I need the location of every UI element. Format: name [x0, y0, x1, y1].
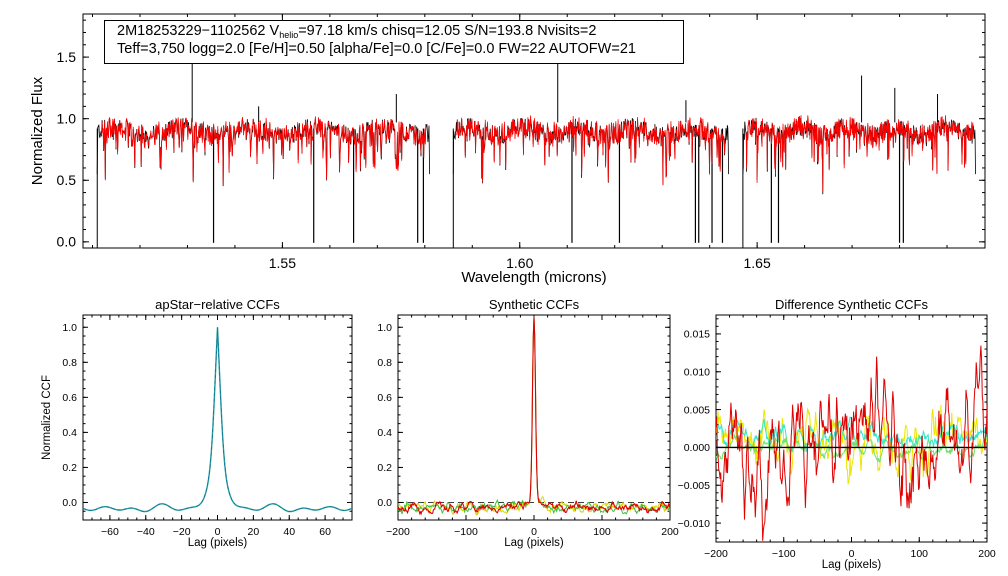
- x-tick-label: 40: [283, 526, 295, 538]
- y-tick-label: −0.005: [678, 480, 711, 492]
- x-tick-label: 0: [849, 548, 855, 560]
- annotation-line-1: 2M18253229−1102562 Vhelio=97.18 km/s chi…: [117, 23, 596, 40]
- panel-title: Synthetic CCFs: [489, 297, 580, 312]
- y-tick-label: 0.5: [57, 172, 77, 188]
- x-tick-label: −20: [173, 526, 191, 538]
- model-chip-1: [456, 115, 726, 186]
- y-tick-label: 0.0: [57, 234, 77, 250]
- y-axis-title: Normalized CCF: [41, 375, 53, 460]
- x-tick-label: −60: [101, 526, 119, 538]
- annotation-line-2: Teff=3,750 logg=2.0 [Fe/H]=0.50 [alpha/F…: [117, 41, 636, 57]
- synthetic-ccf-visit-green: [398, 316, 670, 515]
- x-tick-label: 0: [531, 526, 537, 538]
- y-tick-label: 0.0: [377, 497, 392, 509]
- x-tick-label: 100: [593, 526, 611, 538]
- plot-frame: [82, 314, 353, 521]
- y-tick-label: 0.0: [62, 497, 77, 509]
- difference-ccf-diff-red: [716, 345, 987, 541]
- y-tick-label: 1.5: [57, 49, 77, 65]
- synthetic-ccf-visit-yellow: [398, 316, 670, 517]
- x-tick-label: 20: [248, 526, 260, 538]
- annotation-star-id: 2M18253229−1102562 V: [117, 23, 280, 39]
- x-axis-title: Wavelength (microns): [461, 269, 606, 286]
- ccf-line-overlay: [82, 327, 353, 512]
- y-tick-label: 1.0: [62, 322, 77, 334]
- y-tick-label: 0.4: [62, 427, 77, 439]
- plot-frame: [397, 314, 671, 521]
- x-tick-label: 1.60: [506, 255, 533, 271]
- x-tick-label: 1.55: [269, 255, 296, 271]
- x-tick-label: 60: [319, 526, 331, 538]
- difference-ccf-diff-green: [716, 433, 987, 463]
- x-tick-label: −200: [704, 548, 728, 560]
- y-tick-label: 0.2: [62, 462, 77, 474]
- x-axis-title: Lag (pixels): [822, 559, 882, 571]
- model-chip-0: [101, 116, 427, 186]
- synthetic-ccf-visit-red: [398, 316, 670, 516]
- x-tick-label: 100: [910, 548, 928, 560]
- x-tick-label: 200: [661, 526, 679, 538]
- y-tick-label: 0.4: [377, 427, 392, 439]
- x-tick-label: 1.65: [744, 255, 771, 271]
- x-tick-label: −100: [454, 526, 478, 538]
- spectrum-annotation-box: 2M18253229−1102562 Vhelio=97.18 km/s chi…: [104, 20, 684, 64]
- x-axis-title: Lag (pixels): [504, 537, 564, 549]
- series-model: [101, 115, 974, 192]
- y-tick-label: 0.8: [62, 357, 77, 369]
- y-tick-label: 0.6: [62, 392, 77, 404]
- y-axis-title: Normalized Flux: [29, 76, 46, 185]
- panel-title: Difference Synthetic CCFs: [775, 297, 928, 312]
- y-tick-label: 0.010: [684, 366, 710, 378]
- y-tick-label: 1.0: [57, 111, 77, 127]
- y-tick-label: 0.2: [377, 462, 392, 474]
- y-tick-label: 0.005: [684, 404, 710, 416]
- y-tick-label: 0.8: [377, 357, 392, 369]
- x-axis-title: Lag (pixels): [188, 537, 248, 549]
- synthetic-series-group: [398, 316, 670, 517]
- y-tick-label: 1.0: [377, 322, 392, 334]
- annotation-stats: =97.18 km/s chisq=12.05 S/N=193.8 Nvisit…: [298, 23, 597, 39]
- x-tick-label: 0: [215, 526, 221, 538]
- model-chip-2: [745, 115, 974, 192]
- difference-series-group: [716, 345, 987, 541]
- y-tick-label: 0.015: [684, 329, 710, 341]
- ccf-line: [82, 327, 353, 513]
- x-tick-label: 200: [978, 548, 996, 560]
- y-tick-label: 0.6: [377, 392, 392, 404]
- x-tick-label: −200: [386, 526, 410, 538]
- x-tick-label: −100: [772, 548, 796, 560]
- panel-title: apStar−relative CCFs: [155, 297, 280, 312]
- y-tick-label: −0.010: [678, 518, 711, 530]
- y-tick-label: 0.000: [684, 442, 710, 454]
- x-tick-label: −40: [137, 526, 155, 538]
- annotation-helio-subscript: helio: [279, 30, 299, 40]
